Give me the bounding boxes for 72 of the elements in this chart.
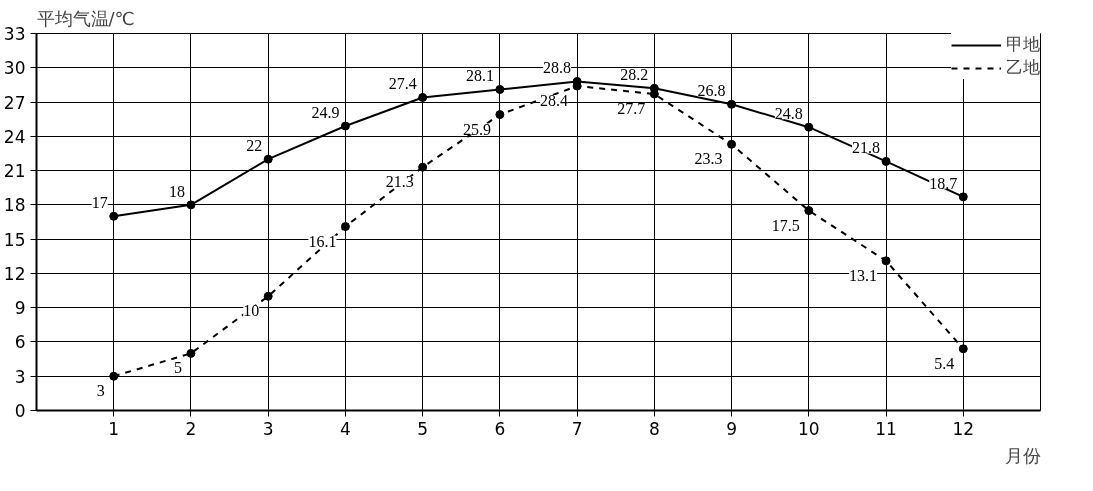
point (881, 156, 891, 166)
point (186, 348, 196, 358)
x-tick-label: 6 (494, 418, 506, 439)
data-label: 24.8 (774, 105, 803, 123)
data-label: 17 (91, 194, 108, 212)
x-tick-label: 12 (952, 418, 975, 439)
data-label: 25.9 (462, 120, 491, 138)
y-tick-label: 21 (3, 161, 26, 182)
data-label: 17.5 (771, 216, 800, 234)
data-label: 26.8 (697, 82, 726, 100)
point (881, 256, 891, 266)
point (186, 200, 196, 210)
x-tick-label: 11 (875, 418, 897, 439)
legend-label: 乙地 (1006, 56, 1040, 79)
y-tick-label: 18 (3, 195, 26, 216)
data-label: 28.4 (540, 92, 569, 110)
point (340, 121, 350, 131)
y-tick-label: 0 (14, 401, 26, 421)
point (109, 211, 119, 221)
data-label: 23.3 (694, 150, 723, 168)
x-tick-label: 2 (185, 418, 197, 439)
data-label: 27.7 (617, 100, 646, 118)
x-tick-label: 10 (797, 418, 820, 439)
point (958, 344, 968, 354)
x-tick-label: 3 (262, 418, 274, 439)
y-tick-label: 27 (3, 92, 26, 113)
point (958, 192, 968, 202)
point (263, 291, 273, 301)
point (340, 222, 350, 232)
point (495, 110, 505, 120)
y-tick-label: 6 (14, 332, 26, 353)
x-tick-label: 8 (648, 418, 660, 439)
point (109, 371, 119, 381)
data-label: 18.7 (929, 174, 958, 192)
point (727, 139, 737, 149)
y-tick-label: 9 (14, 298, 26, 319)
point (263, 154, 273, 164)
point (804, 122, 814, 132)
data-label: 5.4 (934, 354, 955, 372)
data-label: 27.4 (388, 75, 417, 93)
point (418, 162, 428, 172)
x-tick-label: 5 (417, 418, 429, 439)
data-label: 3 (96, 382, 105, 400)
y-tick-label: 15 (3, 229, 26, 250)
y-tick-label: 12 (3, 263, 26, 284)
data-label: 21.8 (852, 139, 881, 157)
x-tick-label: 7 (571, 418, 583, 439)
x-tick-label: 9 (726, 418, 737, 439)
data-label: 21.3 (385, 173, 414, 191)
legend-label: 甲地 (1006, 33, 1040, 56)
data-label: 28.2 (620, 66, 649, 84)
data-label: 16.1 (308, 232, 337, 250)
data-label: 5 (173, 359, 182, 377)
data-label: 28.8 (543, 59, 572, 77)
point (804, 206, 814, 216)
point (727, 99, 737, 109)
y-tick-label: 33 (3, 24, 26, 44)
x-tick-label: 1 (108, 418, 120, 439)
y-tick-label: 24 (3, 126, 26, 147)
data-label: 18 (168, 182, 185, 200)
data-label: 13.1 (849, 266, 878, 284)
point (495, 84, 505, 94)
data-label: 24.9 (311, 104, 340, 122)
y-tick-label: 3 (14, 366, 26, 387)
y-axis-title: 平均气温/℃ (36, 7, 135, 29)
x-axis-title: 月份 (1004, 444, 1041, 466)
y-tick-label: 30 (3, 58, 26, 79)
point (418, 92, 428, 102)
x-tick-label: 4 (340, 418, 351, 439)
data-label: 28.1 (465, 67, 494, 85)
data-label: 10 (243, 302, 260, 320)
data-label: 22 (246, 137, 263, 155)
